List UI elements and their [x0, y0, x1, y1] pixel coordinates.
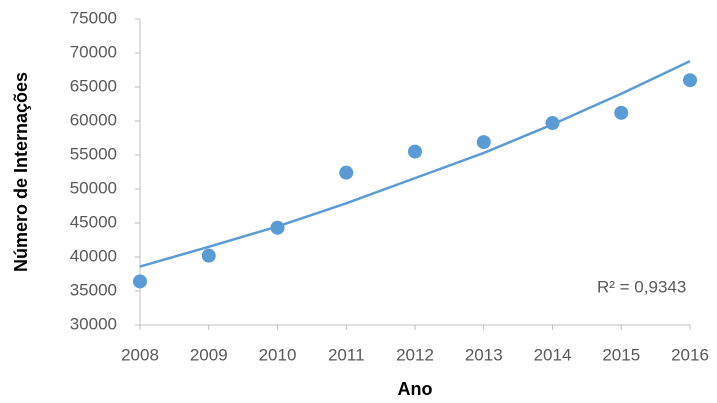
- point: [270, 220, 285, 235]
- y-tick-label: 60000: [70, 110, 117, 129]
- y-tick-label: 30000: [70, 314, 117, 333]
- y-tick-label: 35000: [70, 280, 117, 299]
- y-tick-label: 70000: [70, 42, 117, 61]
- trendline: [139, 60, 691, 268]
- point: [339, 165, 354, 180]
- annotation: R² = 0,9343: [597, 277, 686, 296]
- point: [683, 73, 697, 88]
- point: [545, 116, 560, 131]
- y-tick-label: 75000: [70, 8, 117, 27]
- point: [133, 274, 147, 289]
- point: [476, 135, 491, 150]
- y-tick-label: 40000: [70, 246, 117, 265]
- x-tick-label: 2016: [671, 345, 709, 364]
- x-tick-label: 2014: [534, 345, 572, 364]
- point: [614, 105, 629, 120]
- x-tick-label: 2015: [602, 345, 640, 364]
- y-axis-title: Número de Internações: [11, 72, 31, 272]
- x-tick-label: 2010: [259, 345, 297, 364]
- x-tick-label: 2009: [190, 345, 228, 364]
- x-tick-label: 2011: [328, 345, 365, 364]
- y-tick-label: 45000: [70, 212, 117, 231]
- point: [408, 144, 422, 159]
- x-tick-label: 2012: [396, 345, 434, 364]
- y-tick-label: 55000: [70, 144, 117, 163]
- x-tick-label: 2013: [465, 345, 503, 364]
- point: [201, 248, 216, 263]
- y-tick-label: 50000: [70, 178, 117, 197]
- x-tick-label: 2008: [121, 345, 159, 364]
- y-tick-label: 65000: [70, 76, 117, 95]
- x-axis-title: Ano: [398, 379, 433, 399]
